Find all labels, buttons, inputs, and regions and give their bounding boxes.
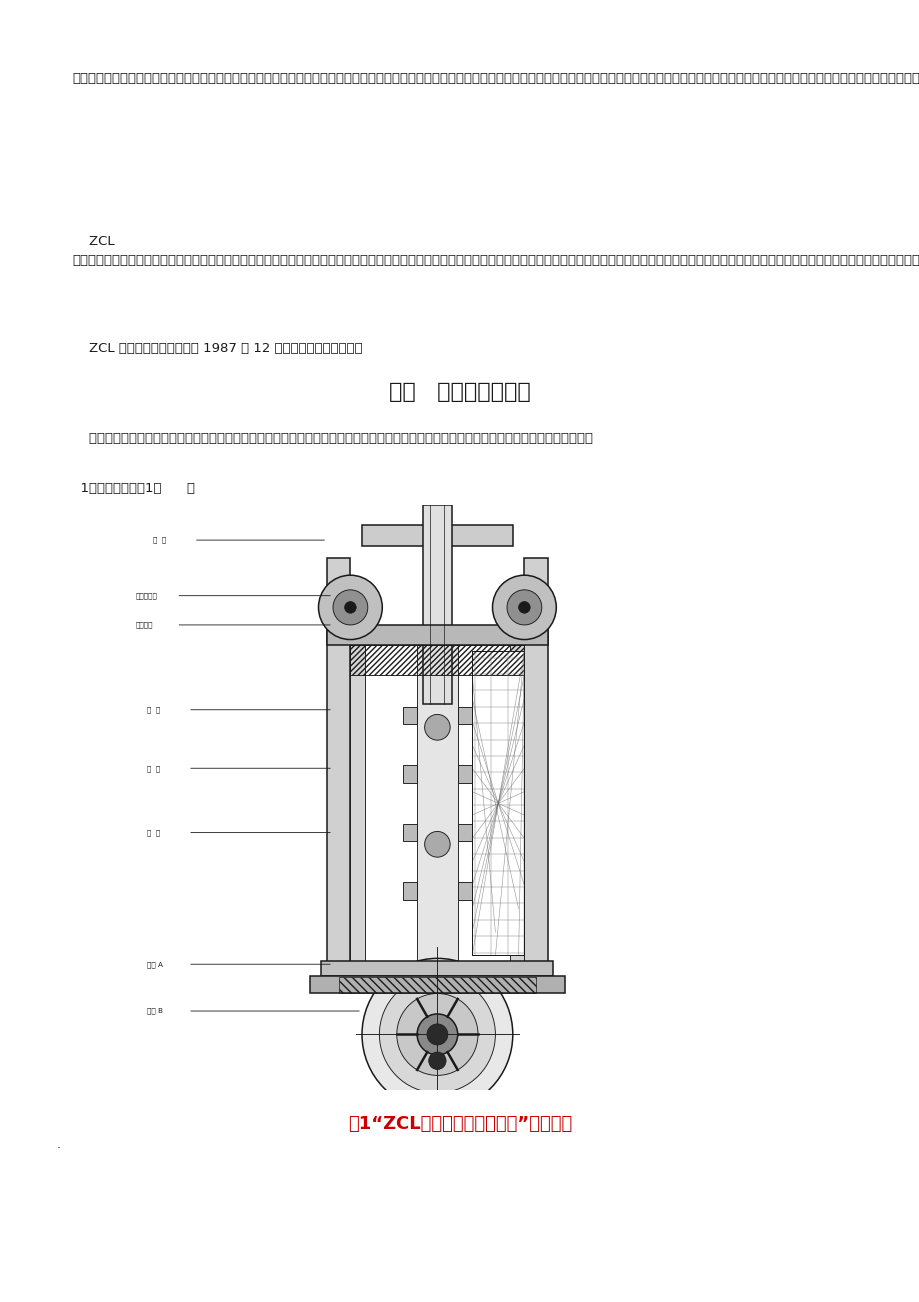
Text: 垂片 B: 垂片 B [147, 1008, 164, 1014]
Bar [350, 646, 524, 674]
Bar [471, 651, 524, 956]
Text: 外  罩: 外 罩 [147, 766, 161, 772]
Bar [524, 557, 547, 973]
Circle shape [333, 590, 368, 625]
Circle shape [379, 976, 494, 1092]
Text: 自动反冲洗滤油器由缸体和过滤元件两部分组成，过滤元件由顶盖总成、排污机构、滤芯、外罩总成、底座总成等部分组成，垂直置于缸体内。: 自动反冲洗滤油器由缸体和过滤元件两部分组成，过滤元件由顶盖总成、排污机构、滤芯、… [72, 432, 593, 445]
Circle shape [425, 832, 449, 857]
Text: 触处导滑槽: 触处导滑槽 [136, 592, 157, 599]
Bar [423, 505, 451, 704]
Circle shape [426, 1023, 448, 1046]
Text: 自动反冲洗滤油器是由电力部电力建设研究所研制设计，制造的一种国内首创的新型过滤装置。其作用是滤除液压系统工作介质中的杂物（不包括水份和化学物质），保持油液清洁度: 自动反冲洗滤油器是由电力部电力建设研究所研制设计，制造的一种国内首创的新型过滤装… [72, 53, 919, 86]
Bar [327, 557, 350, 973]
Text: 排污机构: 排污机构 [136, 621, 153, 629]
Bar [403, 707, 416, 724]
Bar [321, 961, 553, 976]
Bar [509, 646, 524, 961]
Text: 滤  芯: 滤 芯 [147, 707, 161, 713]
Circle shape [345, 602, 356, 613]
Text: 一、   结构及工作原理: 一、 结构及工作原理 [389, 381, 530, 402]
Circle shape [428, 1052, 446, 1069]
Bar [403, 824, 416, 841]
Bar [350, 646, 365, 961]
Bar [310, 976, 564, 993]
Bar [403, 766, 416, 783]
Text: 垂片 A: 垂片 A [147, 961, 164, 967]
Bar [338, 976, 536, 993]
Text: 底  座: 底 座 [147, 829, 161, 836]
Bar [458, 883, 471, 900]
Text: ZCL 型自动反冲洗滤油器于 1987 年 12 月通过电力部技术鉴定。: ZCL 型自动反冲洗滤油器于 1987 年 12 月通过电力部技术鉴定。 [72, 342, 362, 355]
Circle shape [425, 715, 449, 740]
Bar [416, 646, 458, 961]
Bar [471, 651, 524, 956]
Circle shape [396, 993, 478, 1075]
Bar [327, 625, 547, 646]
Text: 1、结构（参见图1）      ．: 1、结构（参见图1） ． [72, 482, 195, 495]
Bar [361, 526, 512, 546]
Text: ZCL 型自动反冲洗滤油器广泛适用于汽轮机油系统和辅机润滑系统，也可应用于冶金、矿山、石化、轻工等大型设备的稀油循环润滑系统。另外，该装置用做汽轮机组油循环阶段: ZCL 型自动反冲洗滤油器广泛适用于汽轮机油系统和辅机润滑系统，也可应用于冶金、… [72, 234, 919, 267]
Bar [403, 883, 416, 900]
Circle shape [416, 1014, 458, 1055]
Circle shape [318, 575, 382, 639]
Circle shape [506, 590, 541, 625]
Bar [458, 707, 471, 724]
Bar [458, 824, 471, 841]
Bar [458, 766, 471, 783]
Circle shape [518, 602, 529, 613]
Text: ·: · [57, 1142, 61, 1155]
Text: 图1“ZCL型自动反冲洗滤油器”过滤元件: 图1“ZCL型自动反冲洗滤油器”过滤元件 [347, 1115, 572, 1133]
Circle shape [361, 958, 512, 1111]
Text: 顶  盖: 顶 盖 [153, 536, 166, 543]
Circle shape [492, 575, 556, 639]
